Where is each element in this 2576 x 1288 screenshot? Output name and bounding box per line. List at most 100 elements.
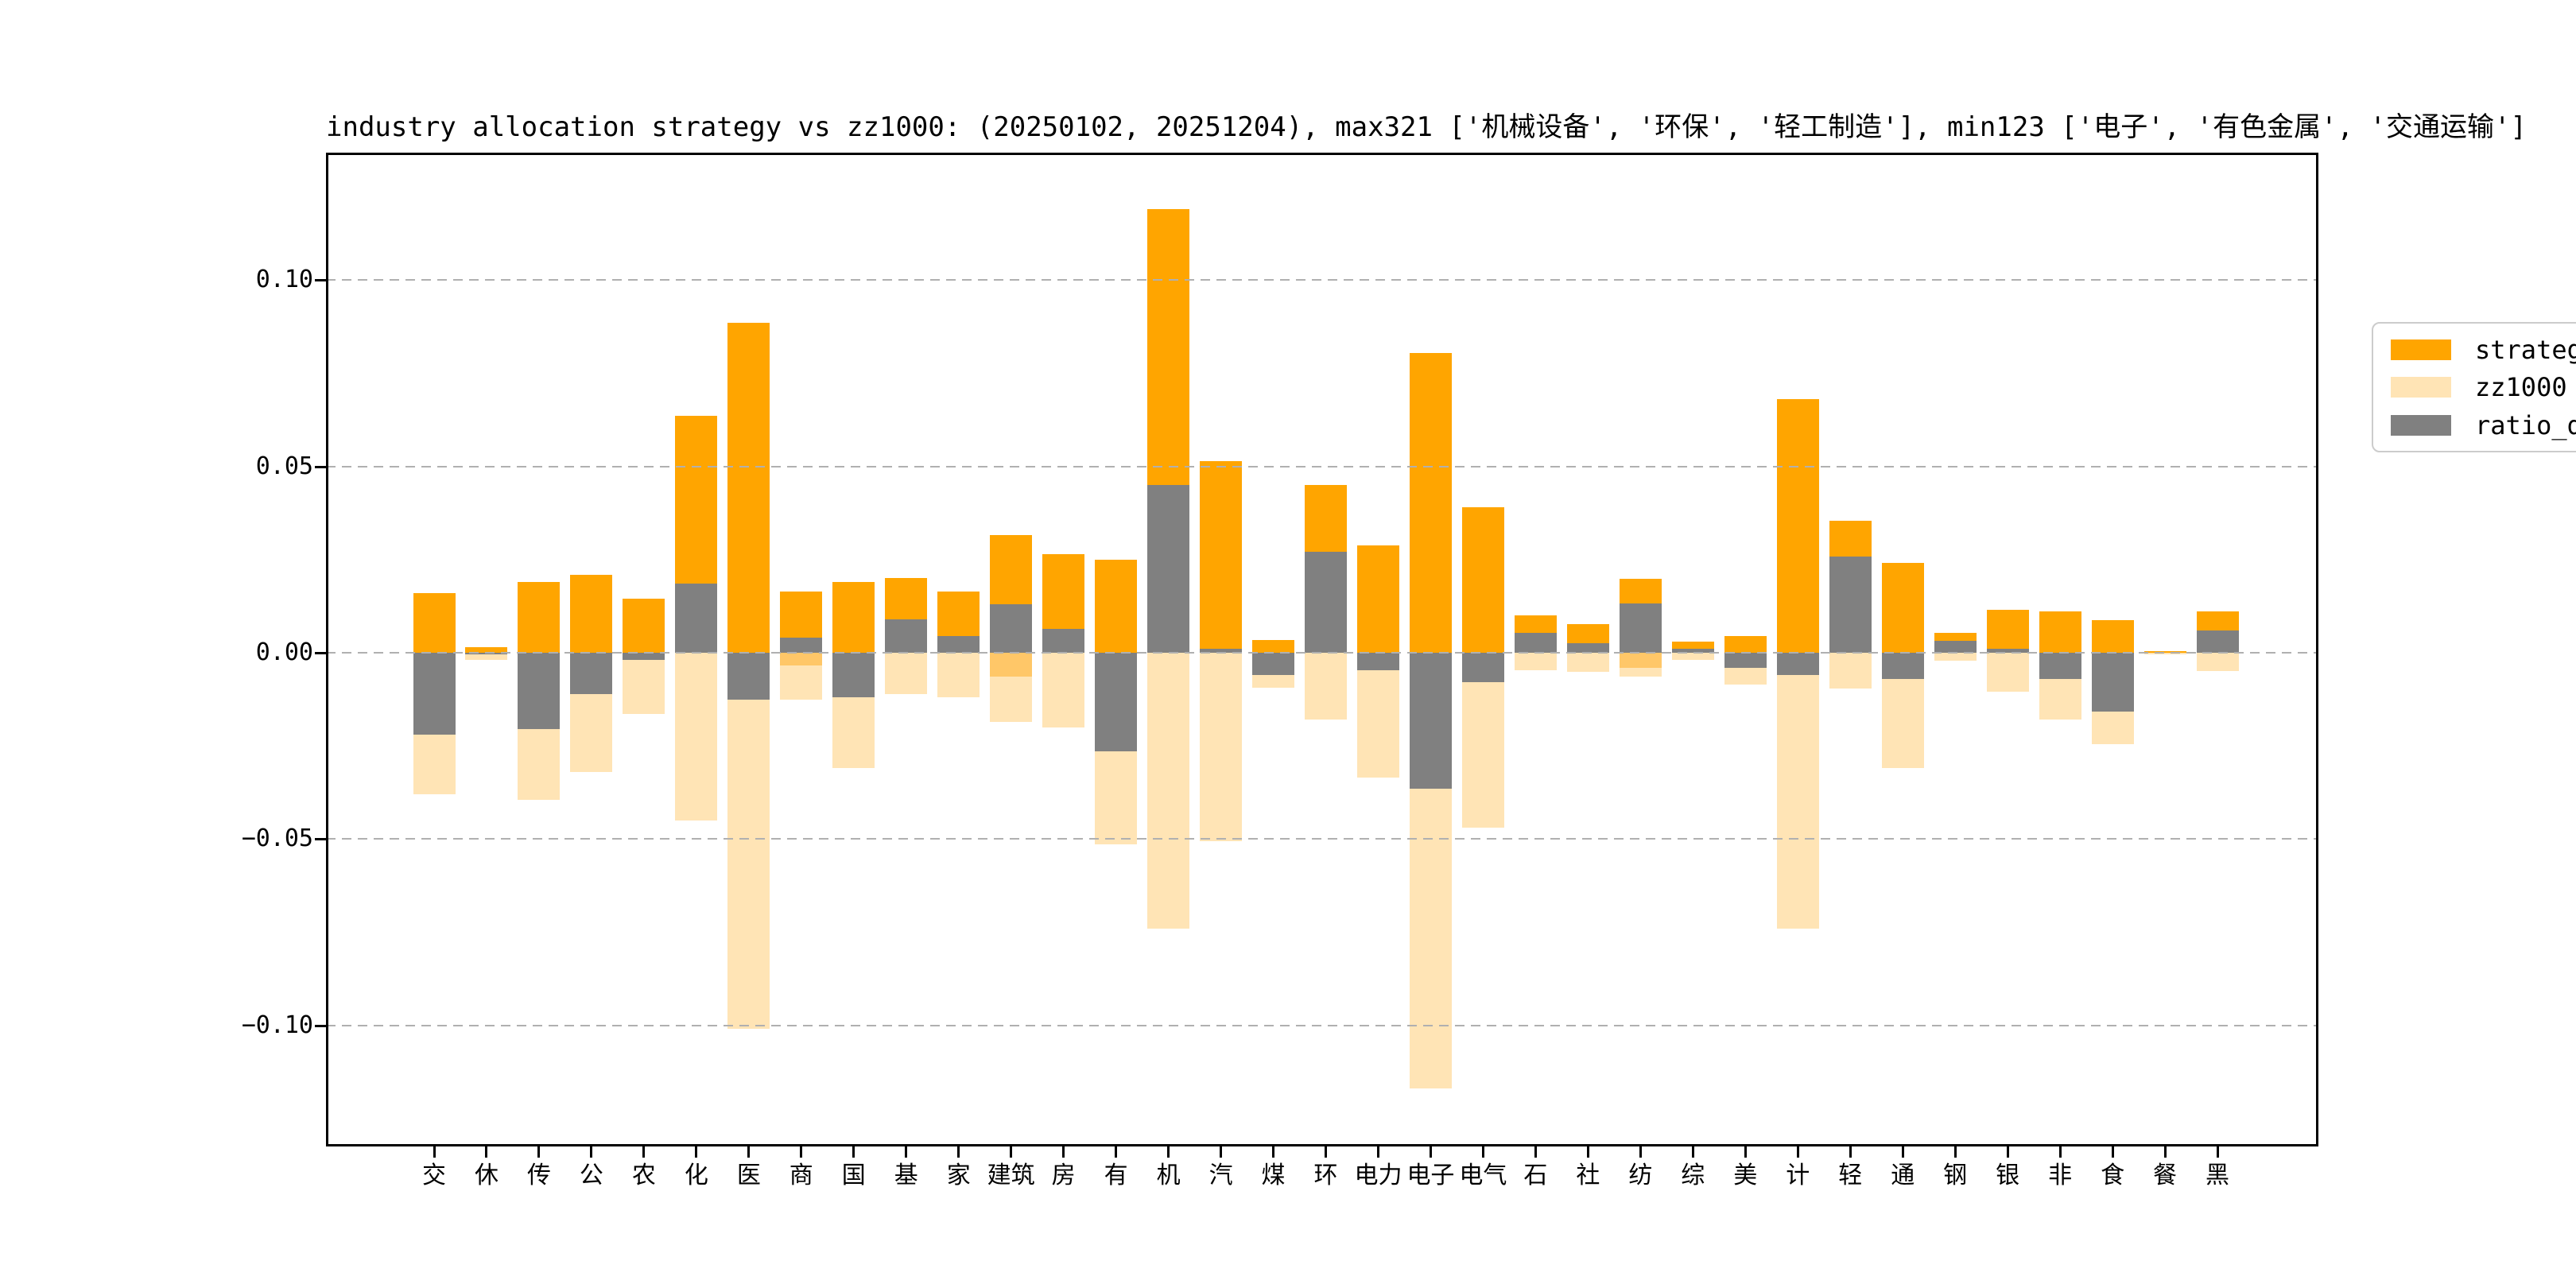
x-tick-label: 基 xyxy=(894,1162,918,1189)
x-tick-mark xyxy=(1586,1146,1589,1158)
ratio-diff-swatch-icon xyxy=(2391,414,2451,436)
bar-ratio-diff-建筑 xyxy=(990,604,1033,653)
x-tick-label: 轻 xyxy=(1838,1162,1863,1189)
strategy-swatch-icon xyxy=(2391,339,2451,360)
y-tick-mark xyxy=(315,279,326,282)
x-tick-mark xyxy=(1953,1146,1957,1158)
gridline xyxy=(326,838,2318,840)
bar-ratio-diff-电子 xyxy=(1409,652,1452,789)
x-tick-label: 餐 xyxy=(2153,1162,2178,1189)
x-tick-label: 电子 xyxy=(1406,1162,1455,1189)
x-tick-mark xyxy=(905,1146,908,1158)
x-tick-label: 钢 xyxy=(1943,1162,1968,1189)
y-tick-mark xyxy=(315,465,326,468)
bar-strategy-国 xyxy=(832,581,875,653)
x-tick-mark xyxy=(1849,1146,1852,1158)
bar-ratio-diff-计 xyxy=(1776,652,1819,676)
x-tick-label: 美 xyxy=(1733,1162,1758,1189)
x-tick-mark xyxy=(2163,1146,2167,1158)
gridline xyxy=(326,651,2318,654)
x-tick-label: 公 xyxy=(579,1162,603,1189)
x-tick-label: 房 xyxy=(1051,1162,1076,1189)
y-tick-mark xyxy=(315,651,326,654)
bar-zz1000-家 xyxy=(937,652,980,698)
bar-zz1000-电力 xyxy=(1356,652,1399,778)
x-tick-mark xyxy=(485,1146,488,1158)
bar-ratio-diff-国 xyxy=(832,652,875,698)
bar-zz1000-农 xyxy=(623,652,665,715)
bar-ratio-diff-传 xyxy=(518,652,561,730)
x-tick-mark xyxy=(1167,1146,1170,1158)
bar-strategy-电子 xyxy=(1409,352,1452,653)
bar-zz1000-机 xyxy=(1147,652,1190,929)
chart-title: industry allocation strategy vs zz1000: … xyxy=(326,111,2527,143)
bar-ratio-diff-美 xyxy=(1724,652,1767,668)
bar-zz1000-黑 xyxy=(2196,652,2239,672)
bar-ratio-diff-电气 xyxy=(1461,652,1504,683)
x-tick-mark xyxy=(1796,1146,1799,1158)
y-tick-label: 0.05 xyxy=(255,452,313,480)
x-tick-mark xyxy=(747,1146,751,1158)
bar-strategy-公 xyxy=(570,574,613,653)
x-tick-label: 休 xyxy=(474,1162,499,1189)
x-tick-label: 食 xyxy=(2101,1162,2125,1189)
bar-strategy-美 xyxy=(1724,635,1767,653)
y-tick-label: 0.00 xyxy=(255,638,313,666)
bar-ratio-diff-交 xyxy=(413,652,456,735)
gridline xyxy=(326,1024,2318,1026)
x-tick-label: 银 xyxy=(1996,1162,2020,1189)
x-tick-mark xyxy=(1691,1146,1694,1158)
x-tick-mark xyxy=(800,1146,803,1158)
bar-ratio-diff-医 xyxy=(727,652,770,700)
bar-ratio-diff-有 xyxy=(1095,652,1138,752)
y-tick-label: 0.10 xyxy=(255,266,313,294)
x-tick-label: 有 xyxy=(1104,1162,1128,1189)
bar-strategy-农 xyxy=(623,599,665,653)
x-tick-label: 农 xyxy=(631,1162,656,1189)
x-tick-label: 石 xyxy=(1523,1162,1548,1189)
x-tick-mark xyxy=(1639,1146,1642,1158)
x-tick-mark xyxy=(1481,1146,1484,1158)
bar-zz1000-餐 xyxy=(2143,652,2186,655)
x-tick-mark xyxy=(2058,1146,2062,1158)
bar-strategy-电力 xyxy=(1356,545,1399,653)
x-tick-mark xyxy=(2216,1146,2219,1158)
x-tick-label: 家 xyxy=(946,1162,971,1189)
y-tick-mark xyxy=(315,1024,326,1027)
bar-ratio-diff-化 xyxy=(675,584,718,653)
bar-ratio-diff-黑 xyxy=(2196,630,2239,653)
gridline xyxy=(326,279,2318,281)
bar-strategy-传 xyxy=(518,581,561,653)
bar-ratio-diff-通 xyxy=(1881,652,1924,679)
bar-ratio-diff-汽 xyxy=(1200,649,1243,653)
x-tick-label: 电力 xyxy=(1354,1162,1402,1189)
x-tick-mark xyxy=(433,1146,436,1158)
bar-overlap-纺 xyxy=(1619,652,1662,669)
bar-strategy-有 xyxy=(1095,559,1138,653)
bar-ratio-diff-基 xyxy=(885,619,928,653)
x-tick-label: 纺 xyxy=(1628,1162,1653,1189)
x-tick-label: 国 xyxy=(841,1162,866,1189)
x-tick-label: 交 xyxy=(422,1162,446,1189)
bar-strategy-交 xyxy=(413,592,456,653)
x-tick-mark xyxy=(1744,1146,1747,1158)
y-tick-label: −0.05 xyxy=(241,824,313,853)
x-tick-mark xyxy=(2006,1146,2009,1158)
legend-label: zz1000 xyxy=(2475,372,2567,402)
bar-ratio-diff-房 xyxy=(1042,628,1085,653)
bar-ratio-diff-纺 xyxy=(1619,603,1662,653)
x-tick-mark xyxy=(1272,1146,1275,1158)
bar-strategy-非 xyxy=(2039,611,2081,653)
bar-strategy-计 xyxy=(1776,399,1819,653)
legend-label: ratio_diff xyxy=(2475,409,2576,440)
x-tick-mark xyxy=(1901,1146,1904,1158)
bar-zz1000-钢 xyxy=(1934,652,1977,661)
x-tick-mark xyxy=(957,1146,960,1158)
x-tick-mark xyxy=(695,1146,698,1158)
bar-zz1000-银 xyxy=(1986,652,2029,692)
bar-ratio-diff-休 xyxy=(465,652,508,655)
x-tick-label: 商 xyxy=(789,1162,813,1189)
x-tick-label: 化 xyxy=(684,1162,708,1189)
x-tick-label: 机 xyxy=(1156,1162,1181,1189)
bar-ratio-diff-环 xyxy=(1305,552,1347,653)
